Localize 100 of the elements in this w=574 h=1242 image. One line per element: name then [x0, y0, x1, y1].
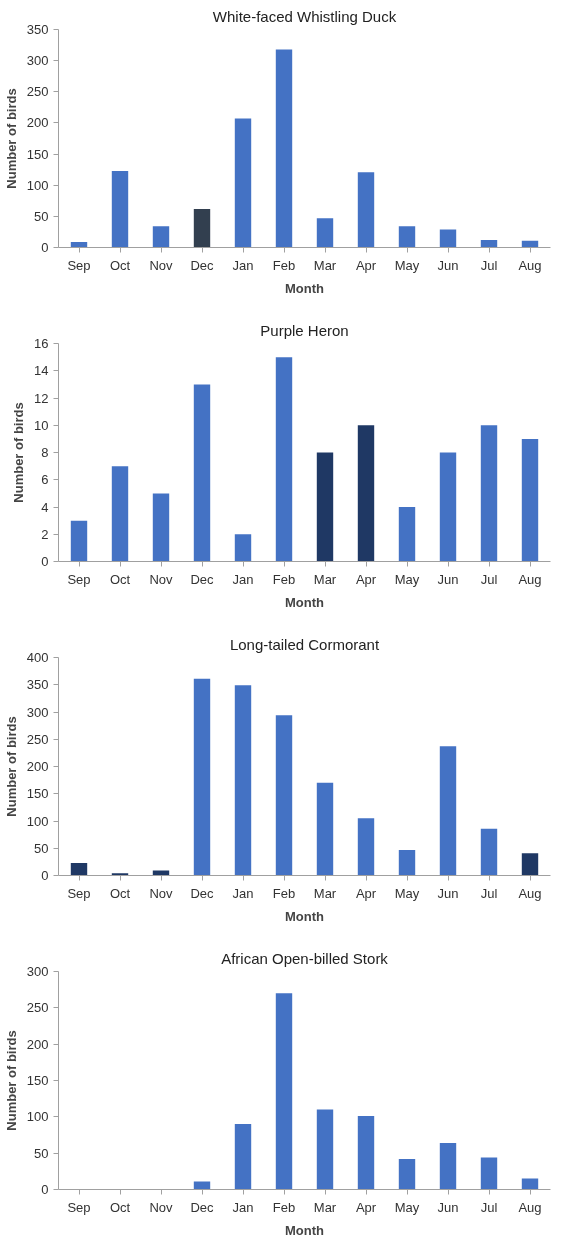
x-tick-label: Oct: [109, 885, 131, 901]
bar: [275, 715, 293, 876]
y-tick-label: 0: [41, 554, 49, 569]
x-tick-label: Apr: [355, 1199, 377, 1215]
y-axis-title: Number of birds: [3, 88, 19, 189]
x-tick-label: Oct: [109, 257, 131, 273]
y-tick-label: 150: [26, 146, 49, 162]
x-tick-label: Jun: [437, 257, 459, 273]
bar: [439, 452, 457, 562]
bar: [234, 685, 252, 876]
x-tick-label: Jan: [232, 885, 254, 901]
y-tick-label: 0: [41, 240, 49, 255]
x-tick-label: Dec: [190, 571, 215, 587]
x-tick-label: Apr: [355, 257, 377, 273]
x-tick-label: May: [394, 257, 420, 273]
x-tick-label: Jan: [232, 571, 254, 587]
x-tick-label: May: [394, 571, 420, 587]
x-axis-title: Month: [285, 594, 325, 610]
y-tick-label: 14: [34, 363, 49, 379]
bar: [275, 357, 293, 562]
y-tick-label: 350: [26, 22, 49, 37]
x-tick-label: Sep: [67, 885, 91, 901]
x-axis-title: Month: [285, 280, 325, 296]
y-tick-label: 250: [26, 1000, 49, 1016]
y-tick-label: 200: [26, 115, 49, 131]
x-tick-label: Sep: [67, 1199, 91, 1215]
y-tick-label: 50: [34, 208, 49, 224]
x-tick-label: Jun: [437, 571, 459, 587]
bar: [234, 534, 252, 562]
bar: [357, 818, 375, 876]
x-axis-title: Month: [285, 908, 325, 924]
y-tick-label: 0: [41, 868, 49, 883]
bar: [480, 828, 498, 876]
y-axis-title: Number of birds: [3, 1030, 19, 1131]
bar: [521, 853, 539, 876]
x-tick-label: Jan: [232, 257, 254, 273]
x-axis-title: Month: [285, 1222, 325, 1238]
x-tick-label: Aug: [518, 1199, 542, 1215]
bar: [480, 425, 498, 562]
bar: [193, 208, 211, 248]
x-tick-label: Aug: [518, 257, 542, 273]
x-tick-label: Jan: [232, 1199, 254, 1215]
bar: [70, 862, 88, 876]
x-tick-label: Aug: [518, 571, 542, 587]
bar: [398, 226, 416, 248]
x-tick-label: Apr: [355, 885, 377, 901]
x-tick-label: Nov: [149, 1199, 174, 1215]
y-tick-label: 300: [26, 53, 49, 69]
bar: [398, 849, 416, 876]
bar: [439, 229, 457, 248]
bar: [316, 1109, 334, 1190]
y-tick-label: 50: [34, 1145, 49, 1161]
bar: [398, 1158, 416, 1190]
y-tick-label: 4: [41, 499, 49, 515]
x-tick-label: Dec: [190, 1199, 215, 1215]
x-tick-label: Apr: [355, 571, 377, 587]
bar: [480, 240, 498, 248]
y-tick-label: 12: [34, 390, 49, 406]
y-tick-label: 0: [41, 1182, 49, 1197]
y-tick-label: 300: [26, 704, 49, 720]
bar: [70, 520, 88, 562]
bar: [316, 782, 334, 876]
x-tick-label: Jul: [480, 257, 498, 273]
bar: [234, 118, 252, 248]
y-tick-label: 6: [41, 472, 49, 488]
x-tick-label: Jul: [480, 885, 498, 901]
y-tick-label: 10: [34, 417, 49, 433]
x-tick-label: Sep: [67, 257, 91, 273]
x-tick-label: Jun: [437, 1199, 459, 1215]
bar: [439, 1142, 457, 1190]
x-tick-label: Aug: [518, 885, 542, 901]
chart-title: Long-tailed Cormorant: [229, 635, 380, 653]
bar: [357, 425, 375, 562]
y-axis-title: Number of birds: [11, 402, 27, 503]
x-tick-label: Nov: [149, 571, 174, 587]
chart-title: Purple Heron: [260, 321, 349, 339]
bar: [111, 466, 129, 562]
chart-title: White-faced Whistling Duck: [212, 7, 397, 25]
bar: [521, 438, 539, 562]
bar: [316, 452, 334, 562]
bar: [193, 384, 211, 562]
y-tick-label: 8: [41, 445, 49, 460]
y-tick-label: 200: [26, 759, 49, 774]
chart-title: African Open-billed Stork: [221, 949, 389, 967]
bar: [316, 218, 334, 248]
y-tick-label: 150: [26, 1073, 49, 1088]
bar: [398, 507, 416, 562]
y-axis-title: Number of birds: [3, 716, 19, 817]
bar: [357, 172, 375, 248]
x-tick-label: Feb: [272, 257, 296, 273]
y-tick-label: 200: [26, 1036, 49, 1052]
bar: [193, 678, 211, 876]
y-tick-label: 150: [26, 786, 49, 802]
bar: [152, 226, 170, 248]
x-tick-label: Mar: [313, 1199, 337, 1215]
x-tick-label: Jun: [437, 885, 459, 901]
x-tick-label: Jul: [480, 1199, 498, 1215]
x-tick-label: Mar: [313, 885, 337, 901]
x-tick-label: Feb: [272, 571, 296, 587]
y-tick-label: 2: [41, 526, 49, 542]
